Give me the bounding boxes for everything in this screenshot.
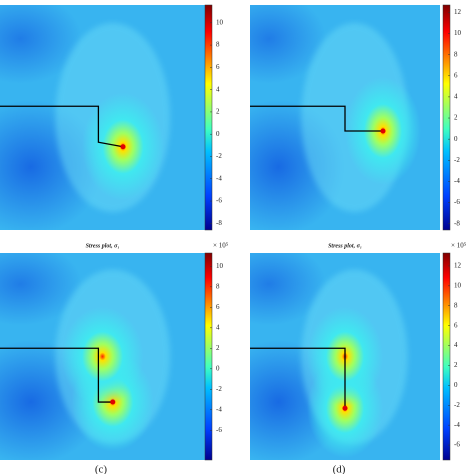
colorbar-tick-label: 4 (454, 341, 458, 349)
colorbar-tick-label: -6 (216, 197, 222, 205)
stress-field (0, 253, 205, 460)
hot-spot (61, 306, 144, 407)
colorbar-tick-label: 2 (216, 344, 220, 352)
colorbar (442, 4, 451, 231)
colorbar-tick-label: 6 (454, 321, 458, 329)
colorbar-tick-label: -6 (454, 198, 460, 206)
crack-tip (380, 128, 386, 134)
colorbar (442, 252, 451, 461)
colorbar-tick-label: -2 (216, 152, 222, 160)
colorbar-tick-label: 0 (216, 130, 220, 138)
colorbar-tick-label: 8 (454, 301, 458, 309)
colorbar-tick-label: -6 (454, 441, 460, 449)
colorbar-tick-label: -6 (216, 426, 222, 434)
colorbar-tick-label: 10 (216, 18, 224, 26)
panel-label: (c) (95, 464, 108, 474)
colorbar-tick-label: 6 (216, 303, 220, 311)
low-region (0, 253, 82, 326)
colorbar-exponent: × 10⁵ (213, 242, 229, 250)
colorbar-tick-label: 10 (216, 262, 224, 270)
colorbar-tick-label: 2 (454, 361, 458, 369)
colorbar-tick-label: 10 (454, 29, 462, 37)
stress-field (250, 5, 440, 230)
colorbar-tick-label: 0 (454, 135, 458, 143)
crack (250, 105, 383, 132)
colorbar-tick-label: 8 (216, 282, 220, 290)
colorbar-tick-label: 12 (454, 8, 462, 16)
colorbar-tick-label: 4 (216, 85, 220, 93)
colorbar-tick-label: -4 (216, 174, 222, 182)
crack-tip (110, 399, 116, 405)
colorbar (204, 4, 213, 231)
colorbar-tick-label: 6 (454, 71, 458, 79)
colorbar-tick-label: -2 (216, 385, 222, 393)
low-region (250, 253, 326, 326)
low-region (250, 5, 326, 84)
colorbar-tick-label: 0 (216, 364, 220, 372)
panel-label: (d) (333, 464, 346, 474)
crack-tip (342, 405, 348, 411)
colorbar-tick-label: 12 (454, 262, 462, 270)
low-region (0, 5, 82, 84)
crack-tip (120, 144, 126, 150)
panel: 12 10 8 6 4 2 0 -2 -4 -6 (d) Stress plot, σ₁ × 10⁵ (250, 242, 467, 474)
colorbar-tick-label: 4 (454, 93, 458, 101)
colorbar-tick-label: -4 (216, 405, 222, 413)
colorbar-tick-label: 2 (454, 114, 458, 122)
stress-field (0, 5, 205, 230)
colorbar-tick-label: 2 (216, 108, 220, 116)
colorbar-tick-label: 8 (454, 50, 458, 58)
colorbar-tick-label: 0 (454, 381, 458, 389)
panel: 10 8 6 4 2 0 -2 -4 -6 (c) Stress plot, σ₁ × 10⁵ (0, 242, 229, 474)
colorbar (204, 252, 213, 461)
colorbar-tick-label: 8 (216, 41, 220, 49)
crack (250, 347, 346, 409)
crack (0, 347, 113, 403)
colorbar-tick-label: 4 (216, 323, 220, 331)
colorbar-exponent: × 10⁵ (451, 242, 467, 250)
colorbar-tick-label: -8 (216, 219, 222, 227)
colorbar-tick-label: 6 (216, 63, 220, 71)
stress-field (250, 253, 440, 460)
colorbar-tick-label: -4 (454, 177, 460, 185)
colorbar-tick-label: -8 (454, 219, 460, 227)
colorbar-tick-label: 10 (454, 281, 462, 289)
panel-title: Stress plot, σ₁ (328, 243, 362, 249)
colorbar-tick-label: -4 (454, 421, 460, 429)
panel-title: Stress plot, σ₁ (86, 243, 120, 249)
colorbar-tick-label: -2 (454, 401, 460, 409)
colorbar-tick-label: -2 (454, 156, 460, 164)
crack (0, 105, 124, 148)
